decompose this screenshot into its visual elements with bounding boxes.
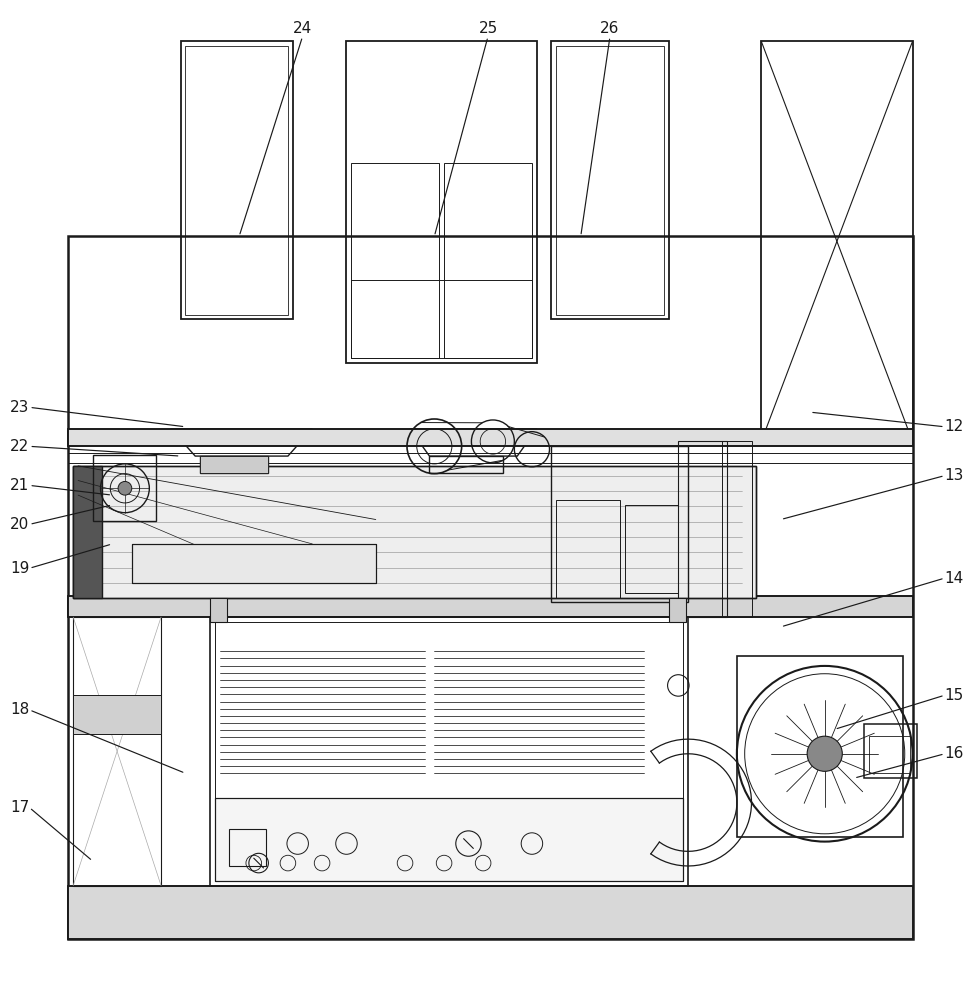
Bar: [551, 446, 688, 602]
Bar: [351, 280, 532, 358]
Bar: [551, 41, 669, 319]
Bar: [215, 798, 683, 881]
Text: 13: 13: [945, 468, 964, 483]
Bar: [722, 441, 752, 617]
Bar: [444, 163, 532, 358]
Bar: [73, 695, 161, 734]
Text: 22: 22: [10, 439, 29, 454]
Bar: [200, 456, 268, 473]
Text: 14: 14: [945, 571, 964, 586]
Text: 17: 17: [10, 800, 29, 815]
Bar: [68, 429, 913, 446]
Bar: [210, 617, 688, 886]
Circle shape: [807, 736, 842, 771]
Bar: [200, 456, 268, 473]
Bar: [68, 886, 913, 939]
Bar: [132, 544, 376, 583]
Bar: [93, 455, 156, 521]
Text: 23: 23: [10, 400, 29, 415]
Bar: [73, 617, 161, 886]
Bar: [556, 46, 664, 315]
Bar: [669, 598, 686, 622]
Bar: [210, 598, 227, 622]
Bar: [68, 886, 913, 939]
Bar: [68, 236, 913, 939]
Bar: [185, 46, 288, 315]
Text: 21: 21: [10, 478, 29, 493]
Bar: [68, 596, 913, 617]
Text: 26: 26: [600, 21, 620, 36]
Bar: [215, 798, 683, 881]
Bar: [678, 441, 727, 617]
Bar: [68, 453, 913, 463]
Bar: [73, 466, 756, 598]
Bar: [215, 622, 683, 881]
Bar: [625, 505, 678, 593]
Bar: [429, 456, 503, 473]
Bar: [864, 724, 917, 778]
Bar: [132, 544, 376, 583]
Bar: [869, 736, 910, 773]
Bar: [556, 500, 620, 598]
Text: 24: 24: [293, 21, 312, 36]
Text: 20: 20: [10, 517, 29, 532]
Circle shape: [118, 481, 132, 495]
Bar: [68, 596, 913, 617]
Bar: [68, 429, 913, 446]
Bar: [761, 41, 913, 441]
Text: 25: 25: [478, 21, 498, 36]
Bar: [346, 41, 537, 363]
Text: 19: 19: [10, 561, 29, 576]
Bar: [73, 466, 102, 598]
Text: 12: 12: [945, 419, 964, 434]
Bar: [73, 466, 756, 598]
Text: 15: 15: [945, 688, 964, 703]
Bar: [351, 163, 439, 358]
Bar: [229, 829, 266, 866]
Bar: [737, 656, 903, 837]
Text: 16: 16: [945, 746, 964, 761]
Bar: [181, 41, 293, 319]
Text: 18: 18: [10, 702, 29, 717]
